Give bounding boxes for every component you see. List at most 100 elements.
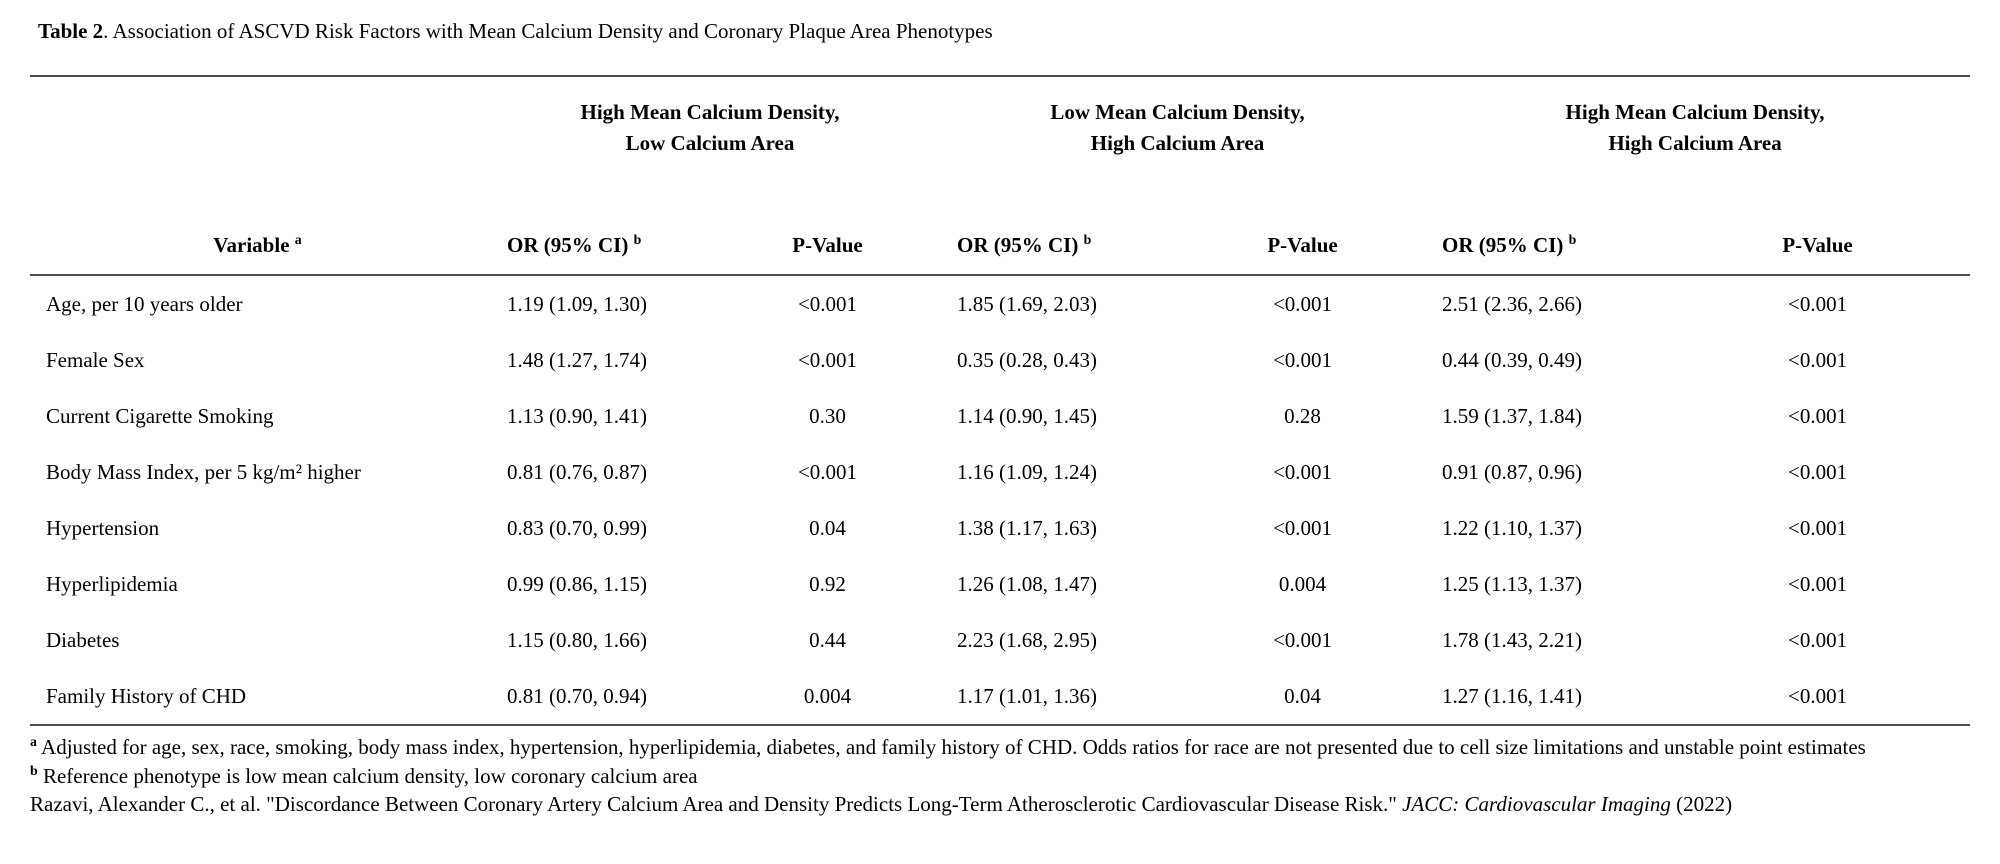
or-cell: 0.99 (0.86, 1.15) <box>507 571 647 596</box>
or-cell: 1.25 (1.13, 1.37) <box>1442 571 1583 596</box>
or-cell: 1.78 (1.43, 2.21) <box>1442 627 1583 652</box>
p-value-cell: 0.44 <box>809 627 846 652</box>
association-table: High Mean Calcium Density, Low Calcium A… <box>30 75 1971 726</box>
group-header-low-density-high-area: Low Mean Calcium Density, High Calcium A… <box>935 76 1420 169</box>
citation: Razavi, Alexander C., et al. "Discordanc… <box>30 790 1970 819</box>
p-value-cell: <0.001 <box>1272 627 1333 652</box>
column-header-label: Variable <box>213 233 290 257</box>
or-cell: 0.81 (0.70, 0.94) <box>485 668 720 726</box>
group-header-line: Low Calcium Area <box>625 131 795 155</box>
p-value-cell: <0.001 <box>797 291 858 316</box>
column-header-pvalue-1: P-Value <box>720 169 936 276</box>
group-header-line: Low Mean Calcium Density, <box>1050 100 1305 124</box>
footnote-marker: a <box>294 232 302 247</box>
citation-journal: JACC: Cardiovascular Imaging <box>1402 792 1671 816</box>
column-header-or-3: OR (95% CI) b <box>1420 169 1666 276</box>
p-value-cell: <0.001 <box>1787 459 1848 484</box>
table-row-hypertension: Hypertension 0.83 (0.70, 0.99) 0.04 1.38… <box>30 500 1970 556</box>
variable-cell: Hyperlipidemia <box>46 571 178 596</box>
table-row-diabetes: Diabetes 1.15 (0.80, 1.66) 0.44 2.23 (1.… <box>30 612 1970 668</box>
p-value-cell: <0.001 <box>797 347 858 372</box>
table-row-hyperlipidemia: Hyperlipidemia 0.99 (0.86, 1.15) 0.92 1.… <box>30 556 1970 612</box>
variable-cell: Family History of CHD <box>30 668 485 726</box>
column-header-or-1: OR (95% CI) b <box>485 169 720 276</box>
group-header-line: High Calcium Area <box>1090 131 1265 155</box>
or-cell: 0.91 (0.87, 0.96) <box>1442 459 1583 484</box>
or-cell: 1.19 (1.09, 1.30) <box>507 291 647 316</box>
p-value-cell: <0.001 <box>1272 459 1333 484</box>
group-header-high-density-high-area: High Mean Calcium Density, High Calcium … <box>1420 76 1970 169</box>
or-cell: 1.26 (1.08, 1.47) <box>957 571 1098 596</box>
p-value-cell: 0.004 <box>1278 571 1327 596</box>
group-header-high-density-low-area: High Mean Calcium Density, Low Calcium A… <box>485 76 935 169</box>
paper-page: Table 2. Association of ASCVD Risk Facto… <box>30 18 1971 819</box>
column-header-label: OR (95% CI) <box>957 233 1079 257</box>
column-header-pvalue-3: P-Value <box>1665 169 1971 276</box>
footnote-text: Adjusted for age, sex, race, smoking, bo… <box>36 735 1866 759</box>
footnote-a: a Adjusted for age, sex, race, smoking, … <box>30 733 1970 762</box>
p-value-cell: <0.001 <box>1787 571 1848 596</box>
table-row-age: Age, per 10 years older 1.19 (1.09, 1.30… <box>30 275 1970 332</box>
p-value-cell: 0.04 <box>809 515 846 540</box>
p-value-cell: <0.001 <box>1272 347 1333 372</box>
footnote-text: Reference phenotype is low mean calcium … <box>37 763 698 788</box>
table-row-family-history: Family History of CHD 0.81 (0.70, 0.94) … <box>30 668 1971 726</box>
variable-cell: Age, per 10 years older <box>46 291 243 316</box>
table-title-number: Table 2 <box>38 19 104 43</box>
p-value-cell: <0.001 <box>797 459 858 484</box>
p-value-cell: <0.001 <box>1787 347 1848 372</box>
variable-cell: Body Mass Index, per 5 kg/m² higher <box>46 459 361 484</box>
group-header-line: High Mean Calcium Density, <box>580 100 840 124</box>
table-row-smoking: Current Cigarette Smoking 1.13 (0.90, 1.… <box>30 388 1970 444</box>
footnote-marker: b <box>633 232 642 247</box>
footnote-marker: a <box>30 734 37 749</box>
column-header-variable: Variable a <box>30 169 485 276</box>
or-cell: 1.13 (0.90, 1.41) <box>507 403 647 428</box>
or-cell: 1.14 (0.90, 1.45) <box>957 403 1098 428</box>
p-value-cell: 0.004 <box>720 668 936 726</box>
column-header-pvalue-2: P-Value <box>1185 169 1421 276</box>
or-cell: 1.27 (1.16, 1.41) <box>1420 668 1666 726</box>
column-header-row: Variable a OR (95% CI) b P-Value OR (95%… <box>30 169 1971 276</box>
or-cell: 1.15 (0.80, 1.66) <box>507 627 647 652</box>
variable-cell: Hypertension <box>46 515 160 540</box>
p-value-cell: 0.28 <box>1284 403 1321 428</box>
p-value-cell: <0.001 <box>1665 668 1971 726</box>
or-cell: 1.38 (1.17, 1.63) <box>957 515 1098 540</box>
p-value-cell: 0.30 <box>809 403 846 428</box>
or-cell: 0.81 (0.76, 0.87) <box>507 459 647 484</box>
table-title-text: . Association of ASCVD Risk Factors with… <box>103 19 993 43</box>
p-value-cell: <0.001 <box>1787 403 1848 428</box>
group-header-row: High Mean Calcium Density, Low Calcium A… <box>30 76 1970 169</box>
p-value-cell: 0.92 <box>809 571 846 596</box>
column-header-label: OR (95% CI) <box>1442 233 1564 257</box>
or-cell: 1.85 (1.69, 2.03) <box>957 291 1098 316</box>
column-header-or-2: OR (95% CI) b <box>935 169 1186 276</box>
table-row-bmi: Body Mass Index, per 5 kg/m² higher 0.81… <box>30 444 1970 500</box>
footnote-marker: b <box>1083 232 1092 247</box>
group-header-line: High Mean Calcium Density, <box>1565 100 1825 124</box>
or-cell: 2.51 (2.36, 2.66) <box>1442 291 1583 316</box>
citation-text: Razavi, Alexander C., et al. "Discordanc… <box>30 792 1403 816</box>
variable-cell: Diabetes <box>46 627 120 652</box>
or-cell: 1.59 (1.37, 1.84) <box>1442 403 1583 428</box>
p-value-cell: <0.001 <box>1272 515 1333 540</box>
citation-year: (2022) <box>1670 792 1733 816</box>
table-row-female-sex: Female Sex 1.48 (1.27, 1.74) <0.001 0.35… <box>30 332 1970 388</box>
or-cell: 1.17 (1.01, 1.36) <box>935 668 1186 726</box>
footnote-marker: b <box>1568 232 1577 247</box>
footnote-b: b Reference phenotype is low mean calciu… <box>30 762 1970 791</box>
or-cell: 0.44 (0.39, 0.49) <box>1442 347 1583 372</box>
or-cell: 1.16 (1.09, 1.24) <box>957 459 1098 484</box>
variable-cell: Female Sex <box>46 347 145 372</box>
p-value-cell: 0.04 <box>1185 668 1421 726</box>
group-header-line: High Calcium Area <box>1608 131 1782 155</box>
or-cell: 1.48 (1.27, 1.74) <box>507 347 647 372</box>
or-cell: 1.22 (1.10, 1.37) <box>1442 515 1583 540</box>
p-value-cell: <0.001 <box>1272 291 1333 316</box>
variable-cell: Current Cigarette Smoking <box>46 403 274 428</box>
or-cell: 0.83 (0.70, 0.99) <box>507 515 647 540</box>
table-title: Table 2. Association of ASCVD Risk Facto… <box>38 18 1970 44</box>
p-value-cell: <0.001 <box>1787 291 1848 316</box>
footnote-marker: b <box>30 762 38 778</box>
